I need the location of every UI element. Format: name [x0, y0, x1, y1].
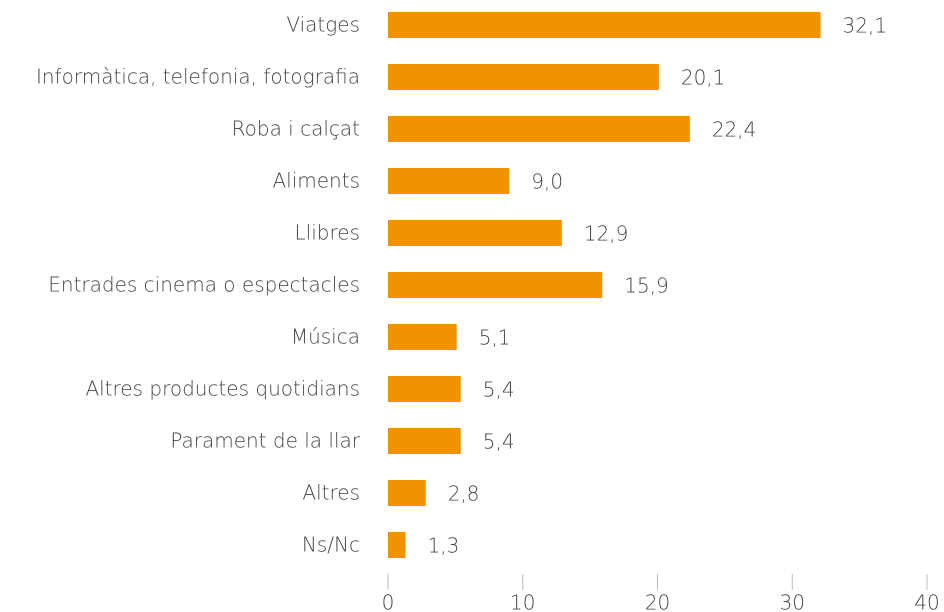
y-tick-label: Altres productes quotidians — [85, 377, 360, 401]
y-tick-label: Altres — [302, 481, 360, 505]
bar — [388, 272, 603, 298]
x-tick-label: 20 — [645, 591, 670, 612]
value-label: 12,9 — [584, 222, 629, 246]
value-label: 5,4 — [483, 378, 515, 402]
value-label: 9,0 — [531, 170, 563, 194]
y-tick-label: Ns/Nc — [302, 533, 360, 557]
x-tick-label: 0 — [382, 591, 395, 612]
value-label: 20,1 — [681, 66, 726, 90]
bar — [388, 64, 659, 90]
x-tick-label: 10 — [510, 591, 535, 612]
y-tick-label: Entrades cinema o espectacles — [48, 273, 360, 297]
y-tick-label: Música — [291, 325, 360, 349]
y-tick-label: Viatges — [286, 13, 360, 37]
value-label: 5,1 — [479, 326, 511, 350]
y-tick-label: Informàtica, telefonia, fotografia — [36, 65, 360, 89]
bar — [388, 116, 690, 142]
bar — [388, 428, 461, 454]
bar — [388, 480, 426, 506]
bar — [388, 168, 510, 194]
value-label: 5,4 — [483, 430, 515, 454]
bar — [388, 324, 457, 350]
value-label: 15,9 — [624, 274, 669, 298]
y-tick-label: Llibres — [295, 221, 360, 245]
y-tick-label: Parament de la llar — [170, 429, 360, 453]
bar — [388, 532, 406, 558]
value-label: 32,1 — [843, 14, 888, 38]
bar — [388, 376, 461, 402]
x-tick-label: 40 — [914, 591, 939, 612]
value-label: 1,3 — [428, 534, 460, 558]
bar — [388, 220, 562, 246]
value-label: 22,4 — [712, 118, 757, 142]
x-tick-label: 30 — [780, 591, 805, 612]
value-label: 2,8 — [448, 482, 480, 506]
y-tick-label: Aliments — [272, 169, 360, 193]
y-tick-label: Roba i calçat — [232, 117, 360, 141]
bar — [388, 12, 821, 38]
